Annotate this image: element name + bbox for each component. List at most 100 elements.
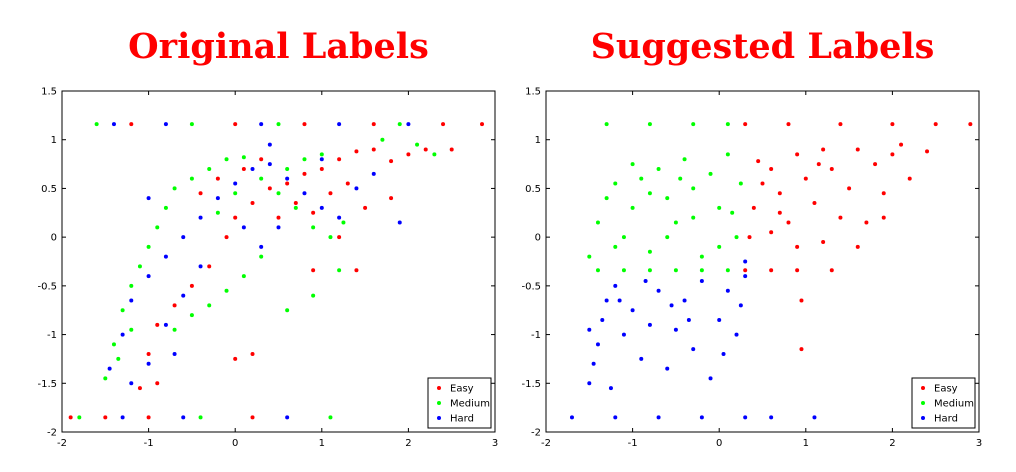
data-point-medium xyxy=(691,186,696,191)
data-point-hard xyxy=(120,332,125,337)
data-point-medium xyxy=(285,166,290,171)
data-point-easy xyxy=(233,215,238,220)
data-point-medium xyxy=(432,152,437,157)
data-point-easy xyxy=(799,298,804,303)
data-point-medium xyxy=(146,244,151,249)
data-point-hard xyxy=(621,332,626,337)
data-point-hard xyxy=(699,278,704,283)
data-point-hard xyxy=(812,415,817,420)
data-point-hard xyxy=(691,347,696,352)
legend-marker-hard xyxy=(921,416,925,420)
data-point-hard xyxy=(743,274,748,279)
data-point-hard xyxy=(617,298,622,303)
data-point-hard xyxy=(129,381,134,386)
data-point-easy xyxy=(103,415,108,420)
data-point-easy xyxy=(146,415,151,420)
data-point-easy xyxy=(233,122,238,127)
data-point-hard xyxy=(172,352,177,357)
data-point-easy xyxy=(795,152,800,157)
y-tick-label: -0.5 xyxy=(37,281,57,292)
data-point-hard xyxy=(613,415,618,420)
x-tick-label: 0 xyxy=(716,438,722,449)
data-point-medium xyxy=(604,196,609,201)
data-point-medium xyxy=(172,327,177,332)
data-point-hard xyxy=(743,415,748,420)
data-point-easy xyxy=(241,166,246,171)
x-tick-label: 2 xyxy=(405,438,411,449)
plot-frame xyxy=(61,90,496,433)
data-point-medium xyxy=(717,205,722,210)
data-point-easy xyxy=(207,264,212,269)
data-point-medium xyxy=(198,415,203,420)
y-tick-label: -0.5 xyxy=(521,281,541,292)
data-point-medium xyxy=(276,122,281,127)
data-point-hard xyxy=(163,322,168,327)
data-point-medium xyxy=(337,268,342,273)
data-point-hard xyxy=(111,122,116,127)
plot-frame xyxy=(545,90,980,433)
data-point-hard xyxy=(198,264,203,269)
data-point-easy xyxy=(864,220,869,225)
data-point-easy xyxy=(250,201,255,206)
data-point-medium xyxy=(725,268,730,273)
data-point-easy xyxy=(406,152,411,157)
data-point-easy xyxy=(777,210,782,215)
data-point-hard xyxy=(163,254,168,259)
data-point-medium xyxy=(129,283,134,288)
data-point-medium xyxy=(647,122,652,127)
data-point-easy xyxy=(337,157,342,162)
data-point-easy xyxy=(803,176,808,181)
data-point-medium xyxy=(224,288,229,293)
legend-label-hard: Hard xyxy=(934,414,958,425)
legend-label-medium: Medium xyxy=(934,399,974,410)
data-point-medium xyxy=(241,155,246,160)
data-point-hard xyxy=(604,298,609,303)
data-point-easy xyxy=(371,147,376,152)
data-point-easy xyxy=(293,201,298,206)
data-point-hard xyxy=(656,415,661,420)
data-point-hard xyxy=(181,293,186,298)
data-point-easy xyxy=(925,149,930,154)
data-point-hard xyxy=(725,288,730,293)
data-point-medium xyxy=(341,220,346,225)
data-point-hard xyxy=(682,298,687,303)
data-point-hard xyxy=(569,415,574,420)
data-point-medium xyxy=(137,264,142,269)
x-tick-label: -2 xyxy=(57,438,67,449)
data-point-easy xyxy=(302,122,307,127)
data-point-medium xyxy=(120,308,125,313)
data-point-medium xyxy=(604,122,609,127)
data-point-medium xyxy=(129,327,134,332)
data-point-hard xyxy=(146,196,151,201)
legend-label-easy: Easy xyxy=(934,384,958,395)
data-point-hard xyxy=(738,303,743,308)
data-point-medium xyxy=(613,244,618,249)
y-tick-label: 1.5 xyxy=(41,87,57,98)
data-point-medium xyxy=(691,215,696,220)
y-tick-label: 0.5 xyxy=(41,184,57,195)
data-point-hard xyxy=(276,225,281,230)
data-point-hard xyxy=(769,415,774,420)
data-point-medium xyxy=(630,205,635,210)
data-point-easy xyxy=(198,191,203,196)
data-point-medium xyxy=(319,152,324,157)
data-point-hard xyxy=(285,415,290,420)
data-point-hard xyxy=(129,298,134,303)
data-point-easy xyxy=(751,205,756,210)
data-point-easy xyxy=(890,122,895,127)
x-tick-label: -2 xyxy=(541,438,551,449)
data-point-hard xyxy=(669,303,674,308)
data-point-easy xyxy=(890,152,895,157)
data-point-easy xyxy=(155,322,160,327)
data-point-hard xyxy=(337,215,342,220)
data-point-medium xyxy=(595,220,600,225)
data-point-easy xyxy=(847,186,852,191)
data-point-medium xyxy=(725,122,730,127)
data-point-hard xyxy=(656,288,661,293)
data-point-medium xyxy=(207,303,212,308)
x-tick-label: 3 xyxy=(492,438,498,449)
y-tick-label: 1 xyxy=(535,135,541,146)
y-tick-label: -2 xyxy=(531,428,541,439)
data-point-easy xyxy=(389,196,394,201)
